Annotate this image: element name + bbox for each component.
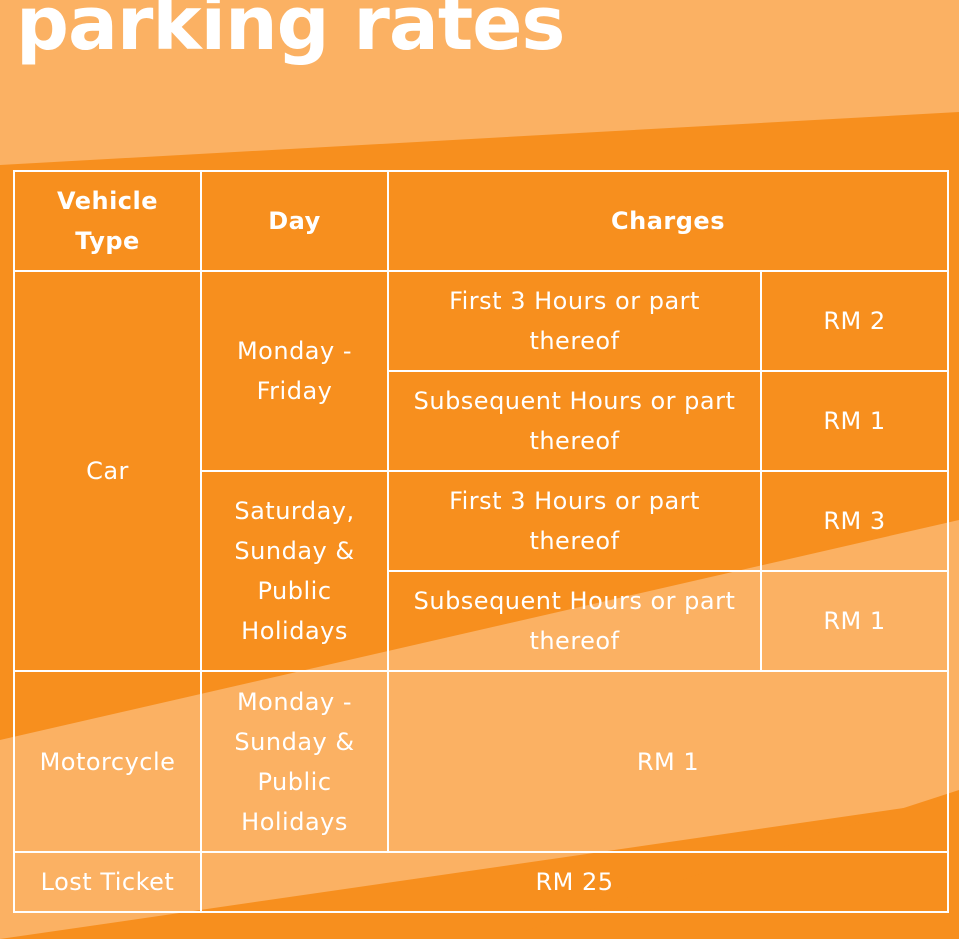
- charge-desc-car-weekday-subsequent: Subsequent Hours or part thereof: [387, 370, 762, 472]
- page-title: parking rates: [16, 0, 565, 67]
- header-day: Day: [200, 170, 389, 272]
- charge-desc-car-weekend-first: First 3 Hours or part thereof: [387, 470, 762, 572]
- day-motorcycle: Monday - Sunday & Public Holidays: [200, 670, 389, 853]
- header-charges: Charges: [386, 170, 950, 272]
- charge-desc-car-weekend-subsequent: Subsequent Hours or part thereof: [387, 570, 762, 672]
- table-row: Subsequent Hours or part thereof RM 1: [14, 370, 950, 472]
- table-row: Motorcycle Monday - Sunday & Public Holi…: [13, 670, 950, 853]
- header-row: Vehicle Type Day Charges: [13, 170, 950, 272]
- parking-rates-table: Vehicle Type Day Charges Car Monday - Fr…: [13, 170, 950, 913]
- charge-price-motorcycle: RM 1: [386, 670, 950, 853]
- table-row: Saturday, Sunday & Public Holidays First…: [14, 470, 950, 672]
- vehicle-motorcycle: Motorcycle: [13, 670, 202, 853]
- charge-price-car-weekday-subsequent: RM 1: [759, 370, 950, 472]
- charge-desc-car-weekday-first: First 3 Hours or part thereof: [387, 270, 762, 372]
- table-row: Lost Ticket RM 25: [13, 851, 950, 913]
- header-vehicle-type: Vehicle Type: [13, 170, 202, 272]
- lost-ticket-label: Lost Ticket: [13, 851, 202, 913]
- table-row: Car Monday - Friday First 3 Hours or par…: [13, 270, 950, 672]
- table-row: Subsequent Hours or part thereof RM 1: [14, 570, 950, 672]
- top-light-band: [0, 0, 959, 165]
- day-car-weekday: Monday - Friday: [200, 270, 389, 472]
- charge-price-car-weekend-subsequent: RM 1: [759, 570, 950, 672]
- lost-ticket-price: RM 25: [199, 851, 950, 913]
- day-car-weekend: Saturday, Sunday & Public Holidays: [200, 470, 389, 672]
- charge-price-car-weekday-first: RM 2: [759, 270, 950, 372]
- vehicle-car: Car: [13, 270, 202, 672]
- charge-price-car-weekend-first: RM 3: [759, 470, 950, 572]
